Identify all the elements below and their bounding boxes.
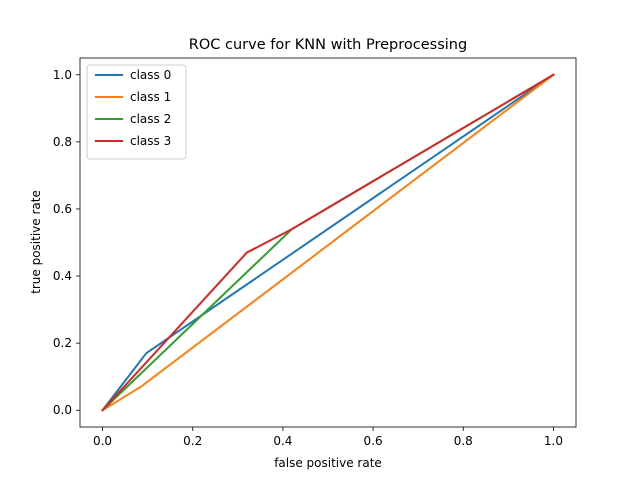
y-tick-label: 0.6 — [53, 202, 72, 216]
legend-label: class 2 — [130, 112, 171, 126]
x-tick-label: 0.8 — [454, 434, 473, 448]
y-tick-label: 1.0 — [53, 68, 72, 82]
series-line-class-1 — [101, 73, 555, 412]
series-line-class-0 — [101, 73, 555, 412]
y-tick-label: 0.0 — [53, 403, 72, 417]
legend-label: class 3 — [130, 134, 171, 148]
x-tick-label: 0.4 — [273, 434, 292, 448]
y-axis-label: true positive rate — [29, 190, 43, 294]
legend-label: class 1 — [130, 90, 171, 104]
legend-label: class 0 — [130, 68, 171, 82]
x-tick-label: 0.6 — [364, 434, 383, 448]
series-line-class-3 — [101, 73, 555, 412]
x-axis-label: false positive rate — [274, 456, 382, 470]
x-tick-label: 0.2 — [183, 434, 202, 448]
axes-frame — [79, 57, 577, 428]
x-tick-label: 0.0 — [93, 434, 112, 448]
x-tick-label: 1.0 — [544, 434, 563, 448]
chart-title: ROC curve for KNN with Preprocessing — [189, 37, 467, 53]
y-tick-label: 0.4 — [53, 269, 72, 283]
y-tick-label: 0.2 — [53, 336, 72, 350]
legend-box — [86, 64, 187, 160]
legend: class 0 class 1 class 2 class 3 — [86, 64, 187, 160]
plot-area: 0.0 0.2 0.4 0.6 0.8 1.0 0.0 0.2 0.4 0.6 0.8 1.0 — [53, 57, 577, 448]
y-tick-label: 0.8 — [53, 135, 72, 149]
